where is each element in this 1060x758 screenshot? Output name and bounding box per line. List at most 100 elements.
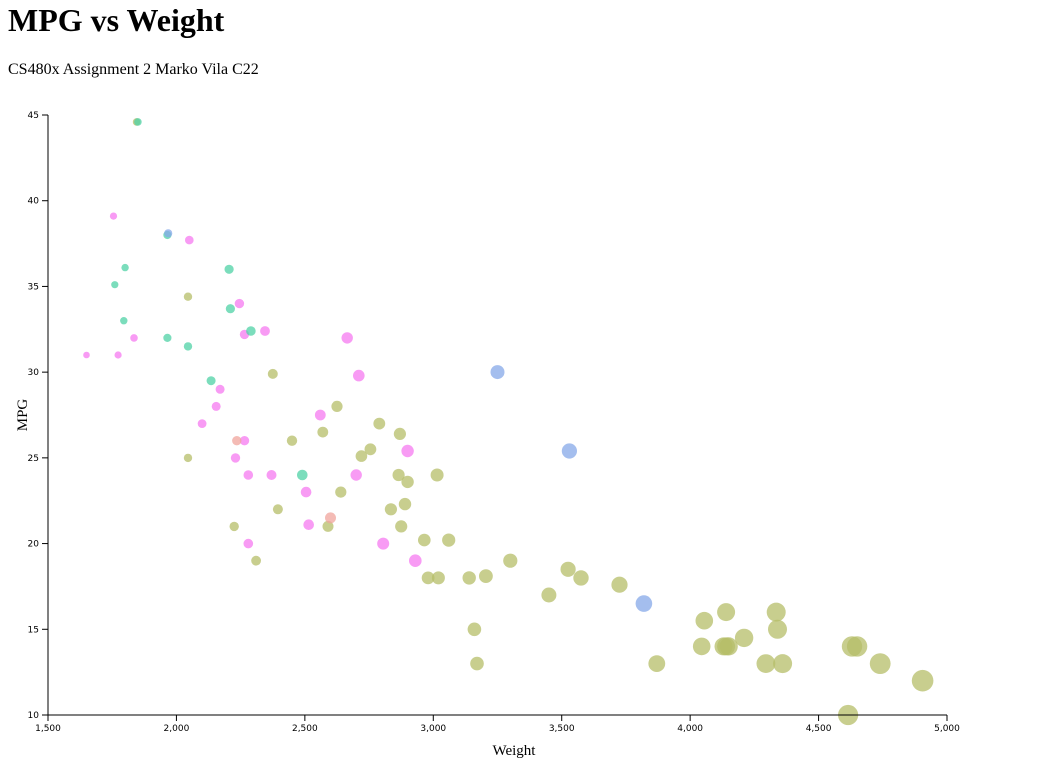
data-point[interactable] <box>224 264 234 274</box>
data-point[interactable] <box>470 656 484 671</box>
data-point[interactable] <box>384 503 397 516</box>
x-axis: 1,500 2,000 2,500 3,000 3,500 4,000 4,500 5,000 <box>35 715 960 734</box>
data-point[interactable] <box>355 450 368 462</box>
data-point[interactable] <box>83 351 90 359</box>
data-point[interactable] <box>373 417 386 430</box>
data-point[interactable] <box>695 611 714 630</box>
data-point[interactable] <box>267 368 278 379</box>
data-point[interactable] <box>164 229 173 238</box>
data-point[interactable] <box>246 326 256 336</box>
data-point[interactable] <box>331 400 343 412</box>
data-point[interactable] <box>573 570 589 586</box>
data-point[interactable] <box>325 512 336 524</box>
y-tick-label: 20 <box>28 540 40 550</box>
data-point[interactable] <box>430 468 444 482</box>
data-point[interactable] <box>260 326 270 336</box>
data-point[interactable] <box>120 317 128 325</box>
data-point[interactable] <box>300 486 312 498</box>
data-point[interactable] <box>401 444 414 458</box>
y-tick-label: 40 <box>28 197 40 207</box>
data-point[interactable] <box>206 376 216 386</box>
data-point[interactable] <box>869 653 891 674</box>
data-point[interactable] <box>766 602 786 622</box>
data-point[interactable] <box>418 533 431 547</box>
data-point[interactable] <box>714 637 733 656</box>
data-point[interactable] <box>286 435 298 446</box>
data-point[interactable] <box>490 365 505 380</box>
data-point[interactable] <box>353 369 365 382</box>
data-point[interactable] <box>773 654 793 674</box>
data-point[interactable] <box>111 281 119 289</box>
data-point[interactable] <box>335 486 347 498</box>
data-point[interactable] <box>692 637 711 656</box>
data-point[interactable] <box>717 603 736 622</box>
data-point[interactable] <box>841 636 863 657</box>
data-point[interactable] <box>479 569 493 583</box>
data-point[interactable] <box>503 553 518 568</box>
data-point[interactable] <box>266 470 277 480</box>
data-point[interactable] <box>121 263 129 272</box>
data-point[interactable] <box>364 443 377 456</box>
data-point[interactable] <box>398 497 412 511</box>
data-point[interactable] <box>109 212 118 220</box>
data-point[interactable] <box>163 333 172 342</box>
data-point[interactable] <box>768 619 787 639</box>
data-point[interactable] <box>322 520 334 532</box>
data-point[interactable] <box>183 453 193 463</box>
data-point[interactable] <box>560 561 576 577</box>
data-point[interactable] <box>541 587 557 603</box>
data-point[interactable] <box>229 521 239 532</box>
x-tick-label: 2,000 <box>164 724 190 734</box>
x-tick-label: 3,000 <box>420 724 446 734</box>
x-tick-label: 4,000 <box>677 724 703 734</box>
data-point[interactable] <box>314 409 326 421</box>
data-point[interactable] <box>297 469 308 481</box>
data-point[interactable] <box>462 571 476 585</box>
data-point[interactable] <box>734 628 754 648</box>
y-tick-label: 25 <box>28 454 39 464</box>
data-point[interactable] <box>211 401 221 411</box>
data-point[interactable] <box>215 384 225 394</box>
data-point[interactable] <box>350 469 362 481</box>
x-axis-label: Weight <box>493 743 537 758</box>
data-point[interactable] <box>185 235 194 245</box>
y-tick-label: 10 <box>28 711 40 721</box>
data-point[interactable] <box>243 470 254 480</box>
data-point[interactable] <box>911 669 934 692</box>
data-point[interactable] <box>561 443 578 459</box>
data-point[interactable] <box>341 332 353 344</box>
data-point[interactable] <box>243 538 254 549</box>
data-point[interactable] <box>395 520 408 533</box>
data-point[interactable] <box>635 595 653 612</box>
data-point[interactable] <box>239 436 250 446</box>
data-point[interactable] <box>442 533 456 547</box>
data-point[interactable] <box>230 453 241 463</box>
data-point[interactable] <box>183 342 193 351</box>
data-point[interactable] <box>431 571 445 585</box>
data-point[interactable] <box>317 426 329 438</box>
data-point[interactable] <box>392 468 405 482</box>
data-point[interactable] <box>377 537 390 550</box>
data-point[interactable] <box>421 571 435 585</box>
data-point[interactable] <box>393 427 406 440</box>
data-point[interactable] <box>648 655 666 672</box>
data-point[interactable] <box>756 654 776 673</box>
data-point[interactable] <box>234 298 245 309</box>
x-tick-label: 2,500 <box>292 724 318 734</box>
data-point[interactable] <box>272 504 283 515</box>
data-point[interactable] <box>232 436 242 446</box>
y-tick-label: 45 <box>28 111 39 121</box>
data-point[interactable] <box>183 292 193 301</box>
data-point[interactable] <box>225 304 235 314</box>
data-point[interactable] <box>251 555 261 566</box>
data-point[interactable] <box>303 519 315 530</box>
data-point[interactable] <box>134 118 142 126</box>
data-point[interactable] <box>130 334 138 342</box>
data-point[interactable] <box>611 576 628 593</box>
data-point[interactable] <box>467 622 482 637</box>
data-point[interactable] <box>197 419 207 428</box>
data-point[interactable] <box>409 554 422 567</box>
data-point[interactable] <box>401 475 414 489</box>
data-point[interactable] <box>114 351 122 359</box>
